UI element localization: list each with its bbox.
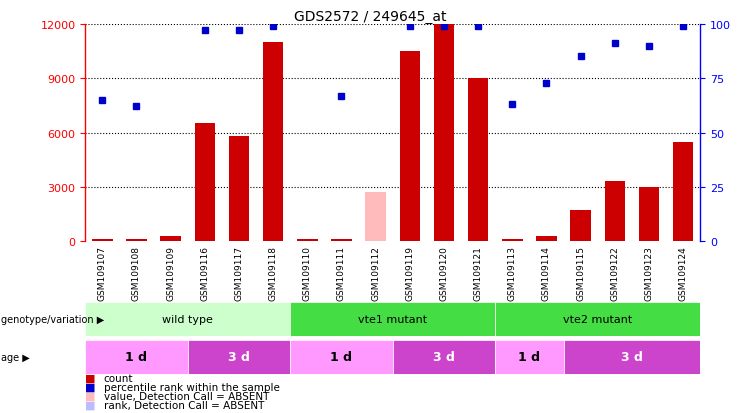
Bar: [365, 240, 386, 242]
Bar: [495, 340, 564, 374]
Text: GDS2572 / 249645_at: GDS2572 / 249645_at: [294, 10, 447, 24]
Text: 3 d: 3 d: [621, 350, 643, 363]
Text: vte2 mutant: vte2 mutant: [563, 315, 632, 325]
Text: GSM109113: GSM109113: [508, 245, 516, 300]
Bar: [263, 43, 283, 242]
Bar: [160, 236, 181, 242]
Bar: [85, 303, 290, 337]
Bar: [290, 303, 495, 337]
Bar: [433, 25, 454, 242]
Text: GSM109118: GSM109118: [269, 245, 278, 300]
Text: ■: ■: [85, 373, 96, 383]
Text: GSM109121: GSM109121: [473, 245, 482, 300]
Text: GSM109107: GSM109107: [98, 245, 107, 300]
Bar: [290, 340, 393, 374]
Bar: [571, 211, 591, 242]
Bar: [536, 236, 556, 242]
Text: GSM109112: GSM109112: [371, 245, 380, 300]
Text: GSM109117: GSM109117: [234, 245, 244, 300]
Text: vte1 mutant: vte1 mutant: [358, 315, 428, 325]
Text: GSM109122: GSM109122: [611, 245, 619, 300]
Text: ■: ■: [85, 400, 96, 410]
Bar: [126, 240, 147, 242]
Bar: [85, 340, 187, 374]
Text: age ▶: age ▶: [1, 352, 30, 362]
Text: 1 d: 1 d: [330, 350, 353, 363]
Text: count: count: [104, 373, 133, 383]
Text: 3 d: 3 d: [228, 350, 250, 363]
Text: value, Detection Call = ABSENT: value, Detection Call = ABSENT: [104, 391, 269, 401]
Bar: [365, 193, 386, 242]
Bar: [331, 240, 352, 242]
Text: ■: ■: [85, 391, 96, 401]
Text: GSM109123: GSM109123: [645, 245, 654, 300]
Text: GSM109116: GSM109116: [200, 245, 209, 300]
Text: rank, Detection Call = ABSENT: rank, Detection Call = ABSENT: [104, 400, 264, 410]
Text: GSM109108: GSM109108: [132, 245, 141, 300]
Text: 1 d: 1 d: [519, 350, 540, 363]
Text: GSM109111: GSM109111: [337, 245, 346, 300]
Text: GSM109119: GSM109119: [405, 245, 414, 300]
Text: percentile rank within the sample: percentile rank within the sample: [104, 382, 279, 392]
Bar: [187, 340, 290, 374]
Bar: [297, 240, 318, 242]
Text: GSM109110: GSM109110: [303, 245, 312, 300]
Bar: [605, 182, 625, 242]
Bar: [502, 240, 522, 242]
Bar: [468, 79, 488, 242]
Text: GSM109120: GSM109120: [439, 245, 448, 300]
Text: GSM109114: GSM109114: [542, 245, 551, 300]
Bar: [399, 52, 420, 242]
Bar: [92, 240, 113, 242]
Text: 3 d: 3 d: [433, 350, 455, 363]
Text: 1 d: 1 d: [125, 350, 147, 363]
Bar: [229, 137, 249, 242]
Bar: [673, 142, 694, 242]
Text: GSM109115: GSM109115: [576, 245, 585, 300]
Bar: [495, 303, 700, 337]
Bar: [564, 340, 700, 374]
Text: wild type: wild type: [162, 315, 213, 325]
Text: genotype/variation ▶: genotype/variation ▶: [1, 315, 104, 325]
Bar: [195, 124, 215, 242]
Bar: [393, 340, 495, 374]
Bar: [639, 188, 659, 242]
Text: ■: ■: [85, 382, 96, 392]
Text: GSM109124: GSM109124: [679, 245, 688, 300]
Text: GSM109109: GSM109109: [166, 245, 175, 300]
